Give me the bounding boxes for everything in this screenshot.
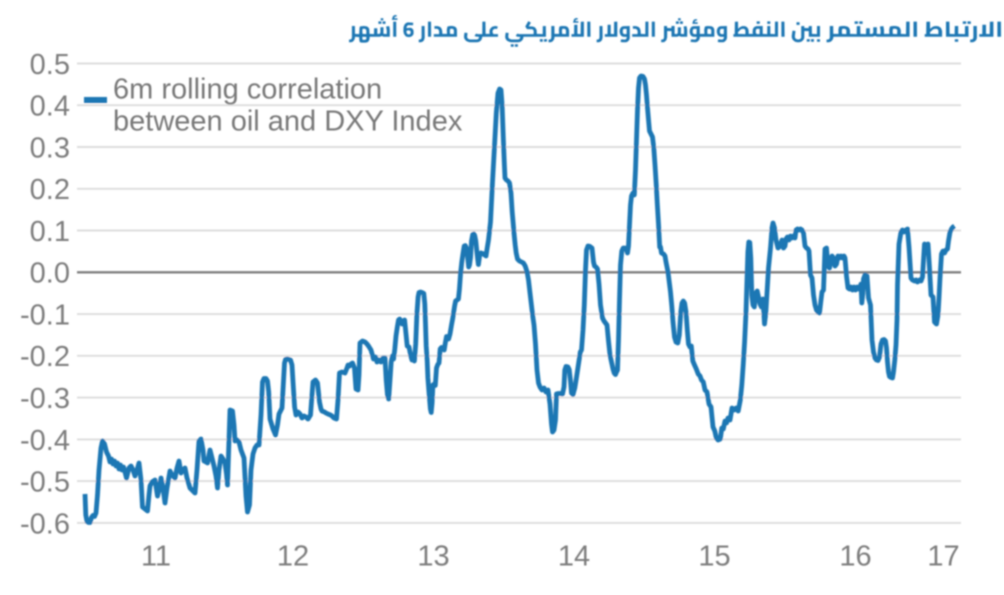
svg-text:-0.3: -0.3 xyxy=(20,383,70,415)
svg-text:0.1: 0.1 xyxy=(30,216,70,248)
svg-text:between oil and DXY Index: between oil and DXY Index xyxy=(113,106,463,138)
svg-text:15: 15 xyxy=(698,541,730,573)
svg-text:-0.2: -0.2 xyxy=(20,341,70,373)
svg-text:17: 17 xyxy=(927,541,959,573)
svg-text:-0.4: -0.4 xyxy=(20,425,70,457)
svg-text:0.4: 0.4 xyxy=(30,91,70,123)
svg-text:16: 16 xyxy=(839,541,871,573)
svg-text:14: 14 xyxy=(558,541,590,573)
svg-text:0.5: 0.5 xyxy=(30,49,70,81)
svg-text:-0.5: -0.5 xyxy=(20,467,70,499)
svg-text:-0.1: -0.1 xyxy=(20,300,70,332)
svg-text:13: 13 xyxy=(417,541,449,573)
svg-text:0.3: 0.3 xyxy=(30,132,70,164)
svg-text:0.2: 0.2 xyxy=(30,174,70,206)
svg-text:6m rolling correlation: 6m rolling correlation xyxy=(113,74,382,106)
svg-text:12: 12 xyxy=(277,541,309,573)
svg-text:11: 11 xyxy=(141,541,171,573)
svg-text:-0.6: -0.6 xyxy=(20,508,70,540)
svg-text:0.0: 0.0 xyxy=(30,258,70,290)
